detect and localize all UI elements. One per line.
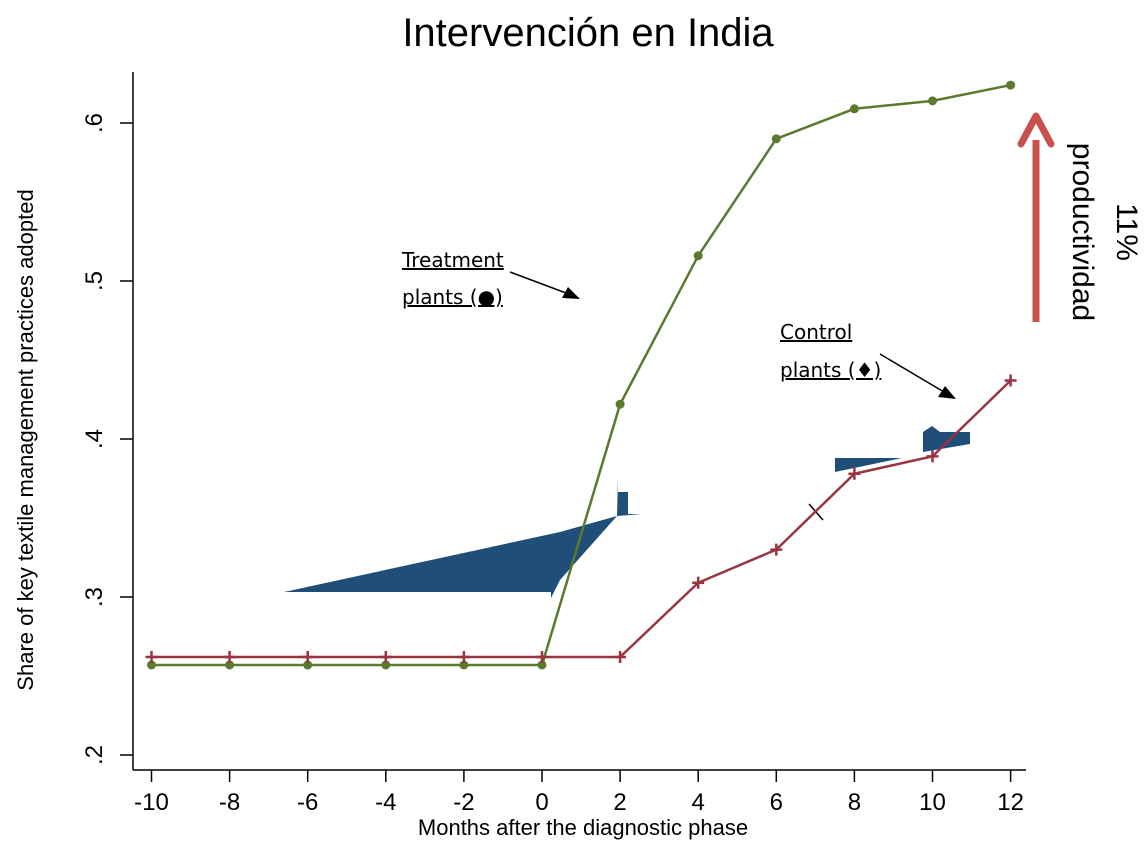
control-annotation-line1: Control bbox=[780, 320, 852, 344]
y-tick-label: .6 bbox=[81, 113, 108, 133]
series-1-point bbox=[145, 651, 158, 664]
artifact-shape bbox=[923, 426, 970, 452]
x-tick-label: 4 bbox=[692, 789, 705, 816]
x-tick-label: -10 bbox=[134, 789, 169, 816]
series-0-point bbox=[459, 660, 469, 670]
treatment-pointer-arrow bbox=[509, 271, 567, 294]
series-1-point bbox=[536, 651, 548, 664]
series-0-point bbox=[147, 660, 156, 670]
x-tick-label: 2 bbox=[613, 789, 626, 816]
x-tick-label: 0 bbox=[535, 789, 548, 816]
series-0-point bbox=[225, 660, 235, 670]
series-1-point bbox=[614, 651, 627, 664]
series-1-point bbox=[926, 450, 939, 463]
treatment-pointer-arrowhead bbox=[562, 287, 580, 299]
x-tick-label: 8 bbox=[848, 789, 861, 816]
series-0-point bbox=[771, 134, 781, 144]
effect-label-line1: 11% bbox=[1110, 203, 1143, 261]
series-1-point bbox=[301, 651, 314, 664]
effect-arrow-head bbox=[1017, 112, 1055, 148]
y-axis-label: Share of key textile management practice… bbox=[13, 189, 38, 690]
series-1-point bbox=[692, 576, 705, 589]
series-1-point bbox=[848, 467, 861, 480]
artifact-shape bbox=[835, 458, 902, 472]
effect-label-line2: productividad bbox=[1066, 143, 1099, 321]
series-1-point bbox=[770, 543, 783, 556]
artifact-shape bbox=[284, 478, 642, 598]
series-1-point bbox=[1004, 374, 1017, 387]
series-1-line bbox=[151, 379, 1012, 659]
treatment-annotation-line1: Treatment bbox=[401, 248, 504, 272]
series-0-point bbox=[928, 96, 937, 106]
effect-arrow bbox=[1017, 112, 1055, 322]
x-tick-label: -6 bbox=[297, 789, 318, 816]
x-axis-label: Months after the diagnostic phase bbox=[418, 815, 748, 840]
control-annotation-line2: plants (♦) bbox=[780, 358, 881, 382]
series-1-point bbox=[457, 651, 470, 664]
control-pointer-arrow bbox=[879, 353, 945, 393]
series-0-line bbox=[151, 83, 1011, 667]
series-0-point bbox=[615, 399, 625, 409]
series-1-point bbox=[379, 651, 392, 664]
y-tick-label: .2 bbox=[81, 745, 108, 765]
series-0-point bbox=[303, 660, 313, 670]
series-0-point bbox=[693, 251, 703, 261]
series-0-point bbox=[849, 104, 859, 114]
y-tick-label: .4 bbox=[81, 429, 108, 449]
x-tick-label: -4 bbox=[375, 789, 396, 816]
y-tick-label: .3 bbox=[81, 587, 108, 607]
control-pointer-arrowhead bbox=[938, 386, 956, 399]
x-tick-label: -8 bbox=[219, 789, 240, 816]
y-tick-label: .5 bbox=[81, 271, 108, 291]
x-tick-label: -2 bbox=[453, 789, 474, 816]
series-layer bbox=[145, 80, 1017, 670]
chart-title: Intervención en India bbox=[402, 11, 774, 55]
series-0-point bbox=[1006, 80, 1016, 90]
series-0-point bbox=[381, 660, 391, 670]
treatment-annotation-line2: plants (●) bbox=[402, 285, 503, 309]
series-1-point bbox=[223, 651, 236, 664]
x-ticks: -10 -8 -6 -4 -2 0 2 4 6 8 10 12 bbox=[134, 770, 1024, 816]
x-tick-label: 6 bbox=[770, 789, 783, 816]
x-tick-label: 10 bbox=[919, 789, 946, 816]
x-tick-label: 12 bbox=[997, 789, 1024, 816]
y-ticks: .2 .3 .4 .5 .6 bbox=[81, 113, 133, 765]
series-0-point bbox=[537, 660, 547, 670]
